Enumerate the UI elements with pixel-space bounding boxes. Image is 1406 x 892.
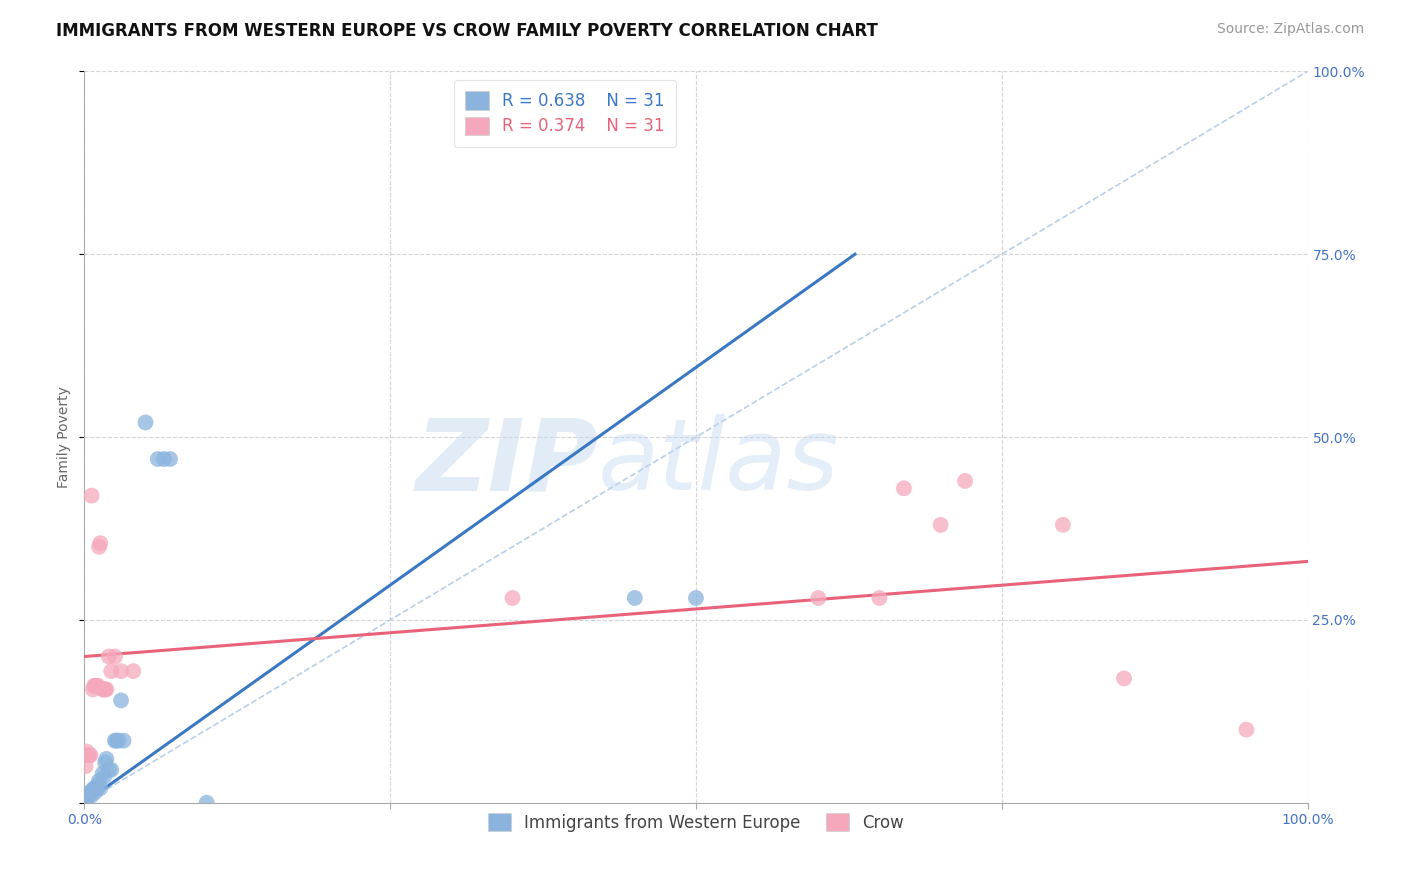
Point <box>79 748 101 763</box>
Point <box>107 733 129 747</box>
Point <box>146 452 169 467</box>
Point <box>105 733 128 747</box>
Point <box>87 540 110 554</box>
Text: Source: ZipAtlas.com: Source: ZipAtlas.com <box>1216 22 1364 37</box>
Point <box>1236 723 1258 737</box>
Point <box>77 748 100 763</box>
Point <box>80 789 103 803</box>
Point <box>1052 517 1074 532</box>
Point <box>502 591 524 605</box>
Point <box>94 682 117 697</box>
Point <box>110 693 132 707</box>
Text: IMMIGRANTS FROM WESTERN EUROPE VS CROW FAMILY POVERTY CORRELATION CHART: IMMIGRANTS FROM WESTERN EUROPE VS CROW F… <box>56 22 879 40</box>
Text: atlas: atlas <box>598 414 839 511</box>
Point <box>112 733 135 747</box>
Point <box>94 756 117 770</box>
Point <box>1114 672 1136 686</box>
Point <box>159 452 181 467</box>
Point <box>75 792 97 806</box>
Point <box>83 679 105 693</box>
Point <box>75 759 97 773</box>
Point <box>77 787 100 801</box>
Point <box>807 591 830 605</box>
Point <box>86 781 108 796</box>
Point <box>80 489 103 503</box>
Point <box>86 679 108 693</box>
Text: ZIP: ZIP <box>415 414 598 511</box>
Point <box>91 766 114 780</box>
Point <box>100 763 122 777</box>
Point <box>893 481 915 495</box>
Point <box>110 664 132 678</box>
Point <box>122 664 145 678</box>
Point <box>100 664 122 678</box>
Point <box>82 682 104 697</box>
Point <box>135 416 157 430</box>
Point <box>953 474 976 488</box>
Point <box>93 770 115 784</box>
Point <box>97 763 120 777</box>
Point <box>82 782 104 797</box>
Point <box>685 591 707 605</box>
Point <box>89 781 111 796</box>
Point <box>91 682 114 697</box>
Point <box>624 591 647 605</box>
Point <box>83 781 105 796</box>
Point <box>869 591 891 605</box>
Point <box>97 649 120 664</box>
Point <box>77 789 100 804</box>
Point <box>87 679 110 693</box>
Point <box>84 785 107 799</box>
Point <box>96 752 118 766</box>
Point <box>87 778 110 792</box>
Point <box>87 773 110 788</box>
Point <box>77 748 100 763</box>
Point <box>153 452 176 467</box>
Y-axis label: Family Poverty: Family Poverty <box>58 386 72 488</box>
Point <box>195 796 218 810</box>
Point <box>79 785 101 799</box>
Point <box>89 536 111 550</box>
Point <box>76 789 98 803</box>
Legend: Immigrants from Western Europe, Crow: Immigrants from Western Europe, Crow <box>481 806 911 838</box>
Point <box>929 517 952 532</box>
Point <box>104 733 127 747</box>
Point <box>93 682 115 697</box>
Point <box>96 682 118 697</box>
Point <box>104 649 127 664</box>
Point <box>84 679 107 693</box>
Point <box>76 745 98 759</box>
